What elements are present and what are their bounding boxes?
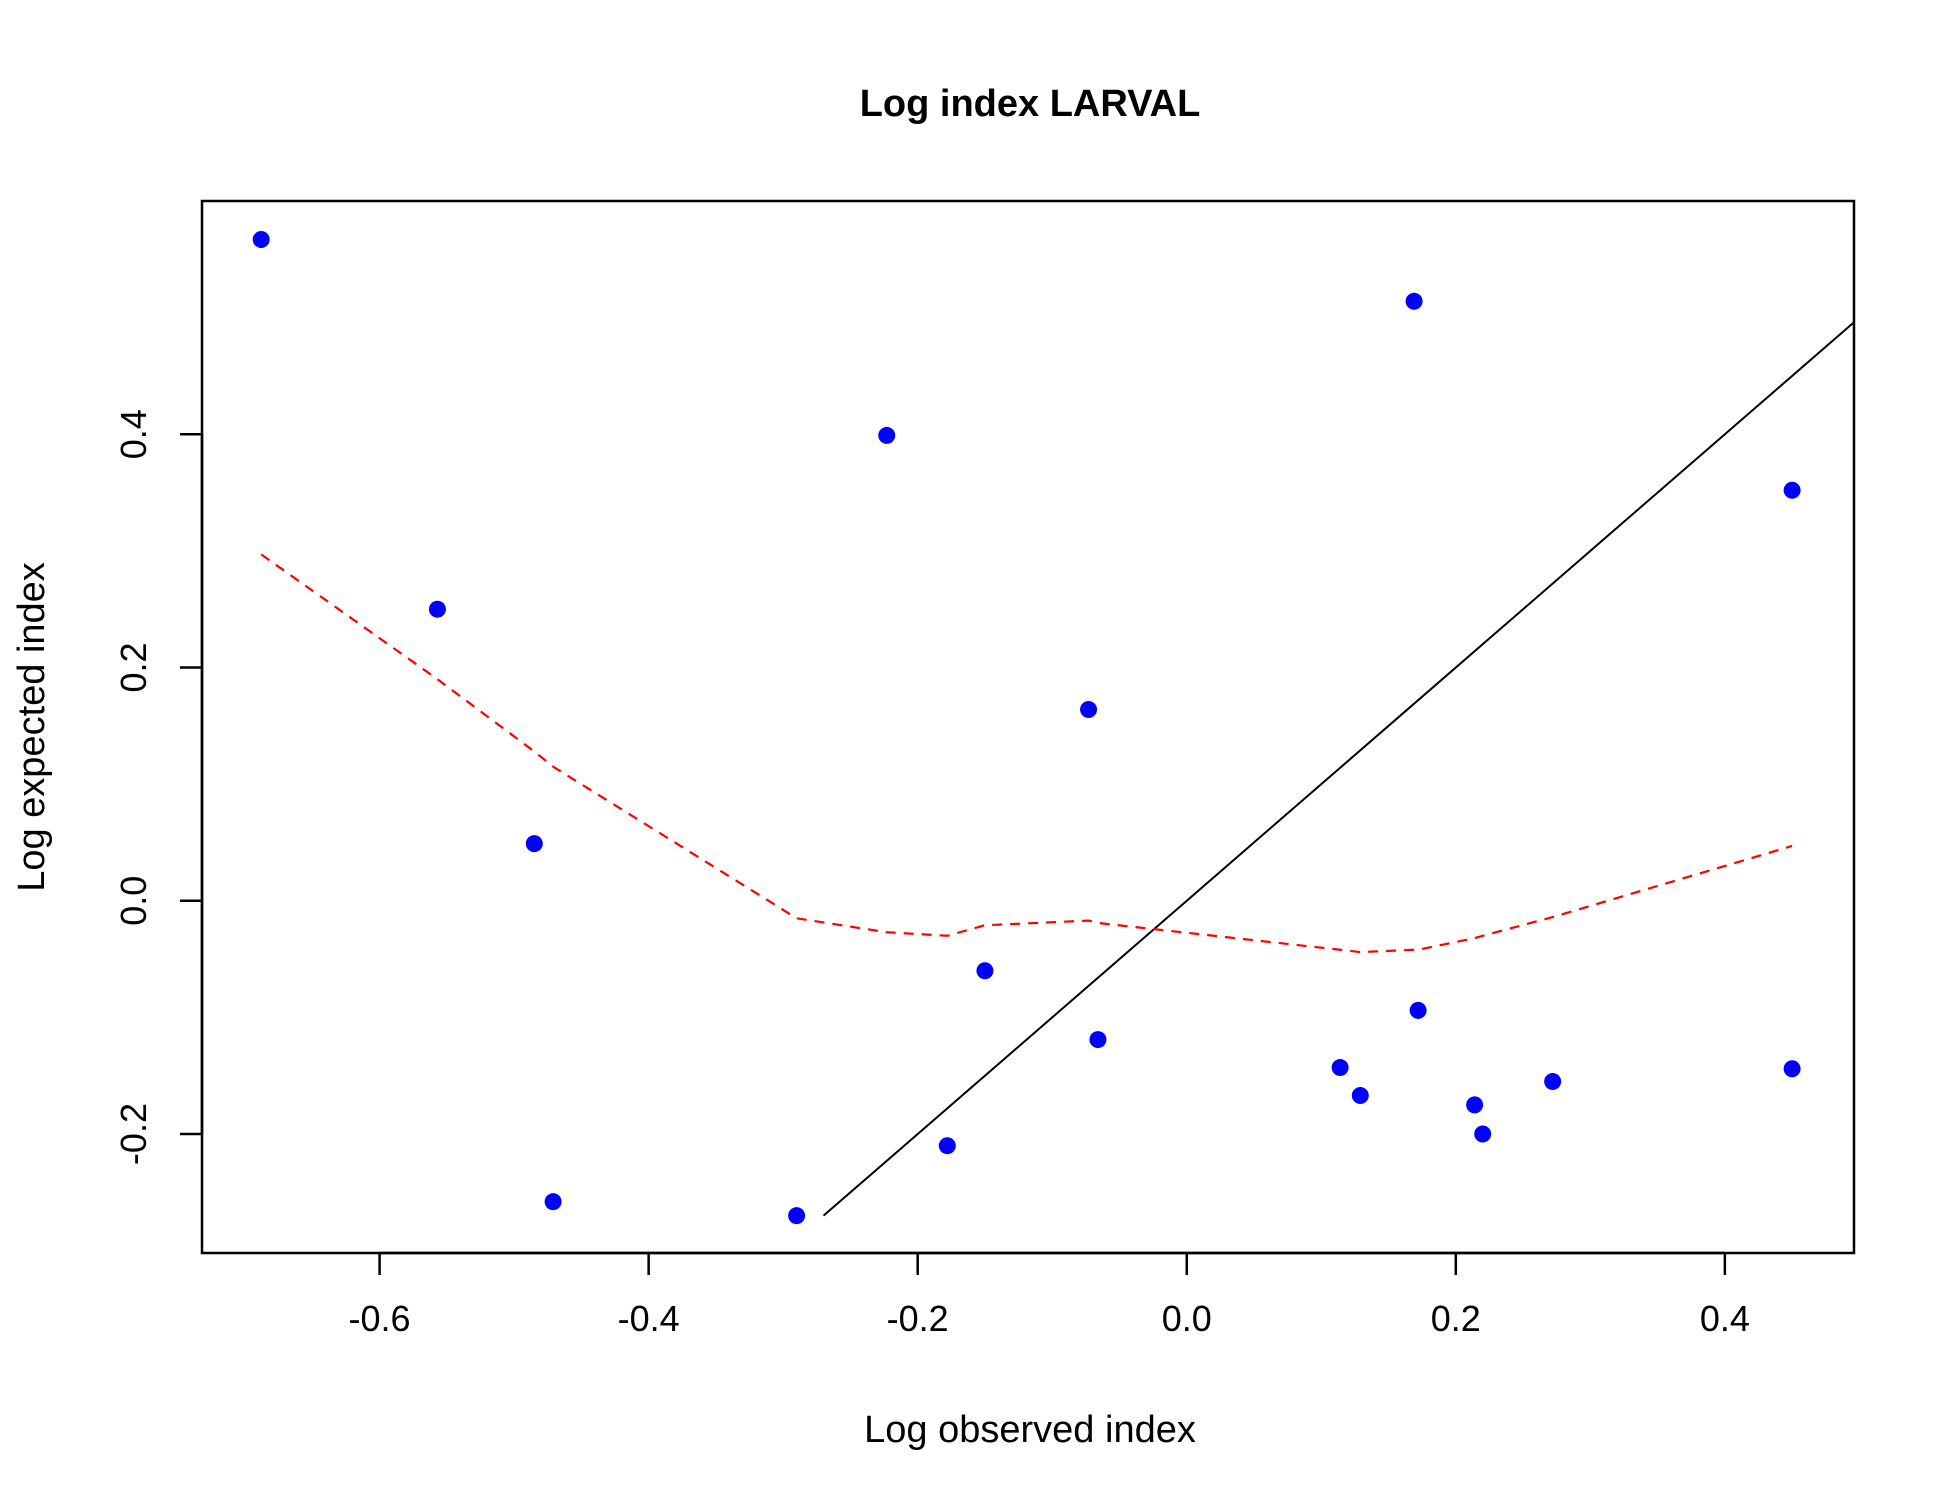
x-tick-label: 0.4 xyxy=(1700,1298,1750,1339)
y-tick-label: -0.2 xyxy=(113,1103,154,1165)
x-tick-label: 0.0 xyxy=(1162,1298,1212,1339)
smooth-trend-line xyxy=(260,553,1793,954)
x-tick-label: -0.6 xyxy=(349,1298,411,1339)
y-tick-label: 0.0 xyxy=(113,876,154,926)
chart-title: Log index LARVAL xyxy=(860,83,1201,125)
data-point xyxy=(1409,1001,1427,1019)
x-tick-label: -0.4 xyxy=(618,1298,680,1339)
y-axis: -0.2 0.0 0.2 0.4 xyxy=(113,409,204,1165)
data-point xyxy=(1783,1060,1801,1078)
data-point xyxy=(1351,1087,1369,1105)
identity-reference-line xyxy=(822,321,1855,1217)
x-axis-label: Log observed index xyxy=(864,1409,1196,1451)
data-point xyxy=(1544,1073,1562,1091)
data-point xyxy=(1089,1031,1107,1049)
data-point xyxy=(544,1193,562,1211)
points-layer xyxy=(252,230,1801,1225)
data-point xyxy=(1783,481,1801,499)
y-axis-label: Log expected index xyxy=(11,562,53,892)
data-point xyxy=(1405,292,1423,310)
data-point xyxy=(1331,1059,1349,1077)
data-point xyxy=(525,835,543,853)
data-point xyxy=(938,1137,956,1155)
x-tick-label: 0.2 xyxy=(1431,1298,1481,1339)
data-point xyxy=(878,426,896,444)
lines-layer xyxy=(260,321,1855,1217)
data-point xyxy=(976,962,994,980)
data-point xyxy=(1474,1125,1492,1143)
data-point xyxy=(1466,1096,1484,1114)
y-tick-label: 0.2 xyxy=(113,642,154,692)
plot-frame xyxy=(200,199,1856,1255)
x-tick-label: -0.2 xyxy=(887,1298,949,1339)
y-tick-label: 0.4 xyxy=(113,409,154,459)
data-point xyxy=(1080,701,1098,719)
data-point xyxy=(788,1207,806,1225)
data-point xyxy=(252,230,270,248)
data-point xyxy=(428,600,446,618)
x-axis: -0.6 -0.4 -0.2 0.0 0.2 0.4 xyxy=(349,1251,1750,1339)
